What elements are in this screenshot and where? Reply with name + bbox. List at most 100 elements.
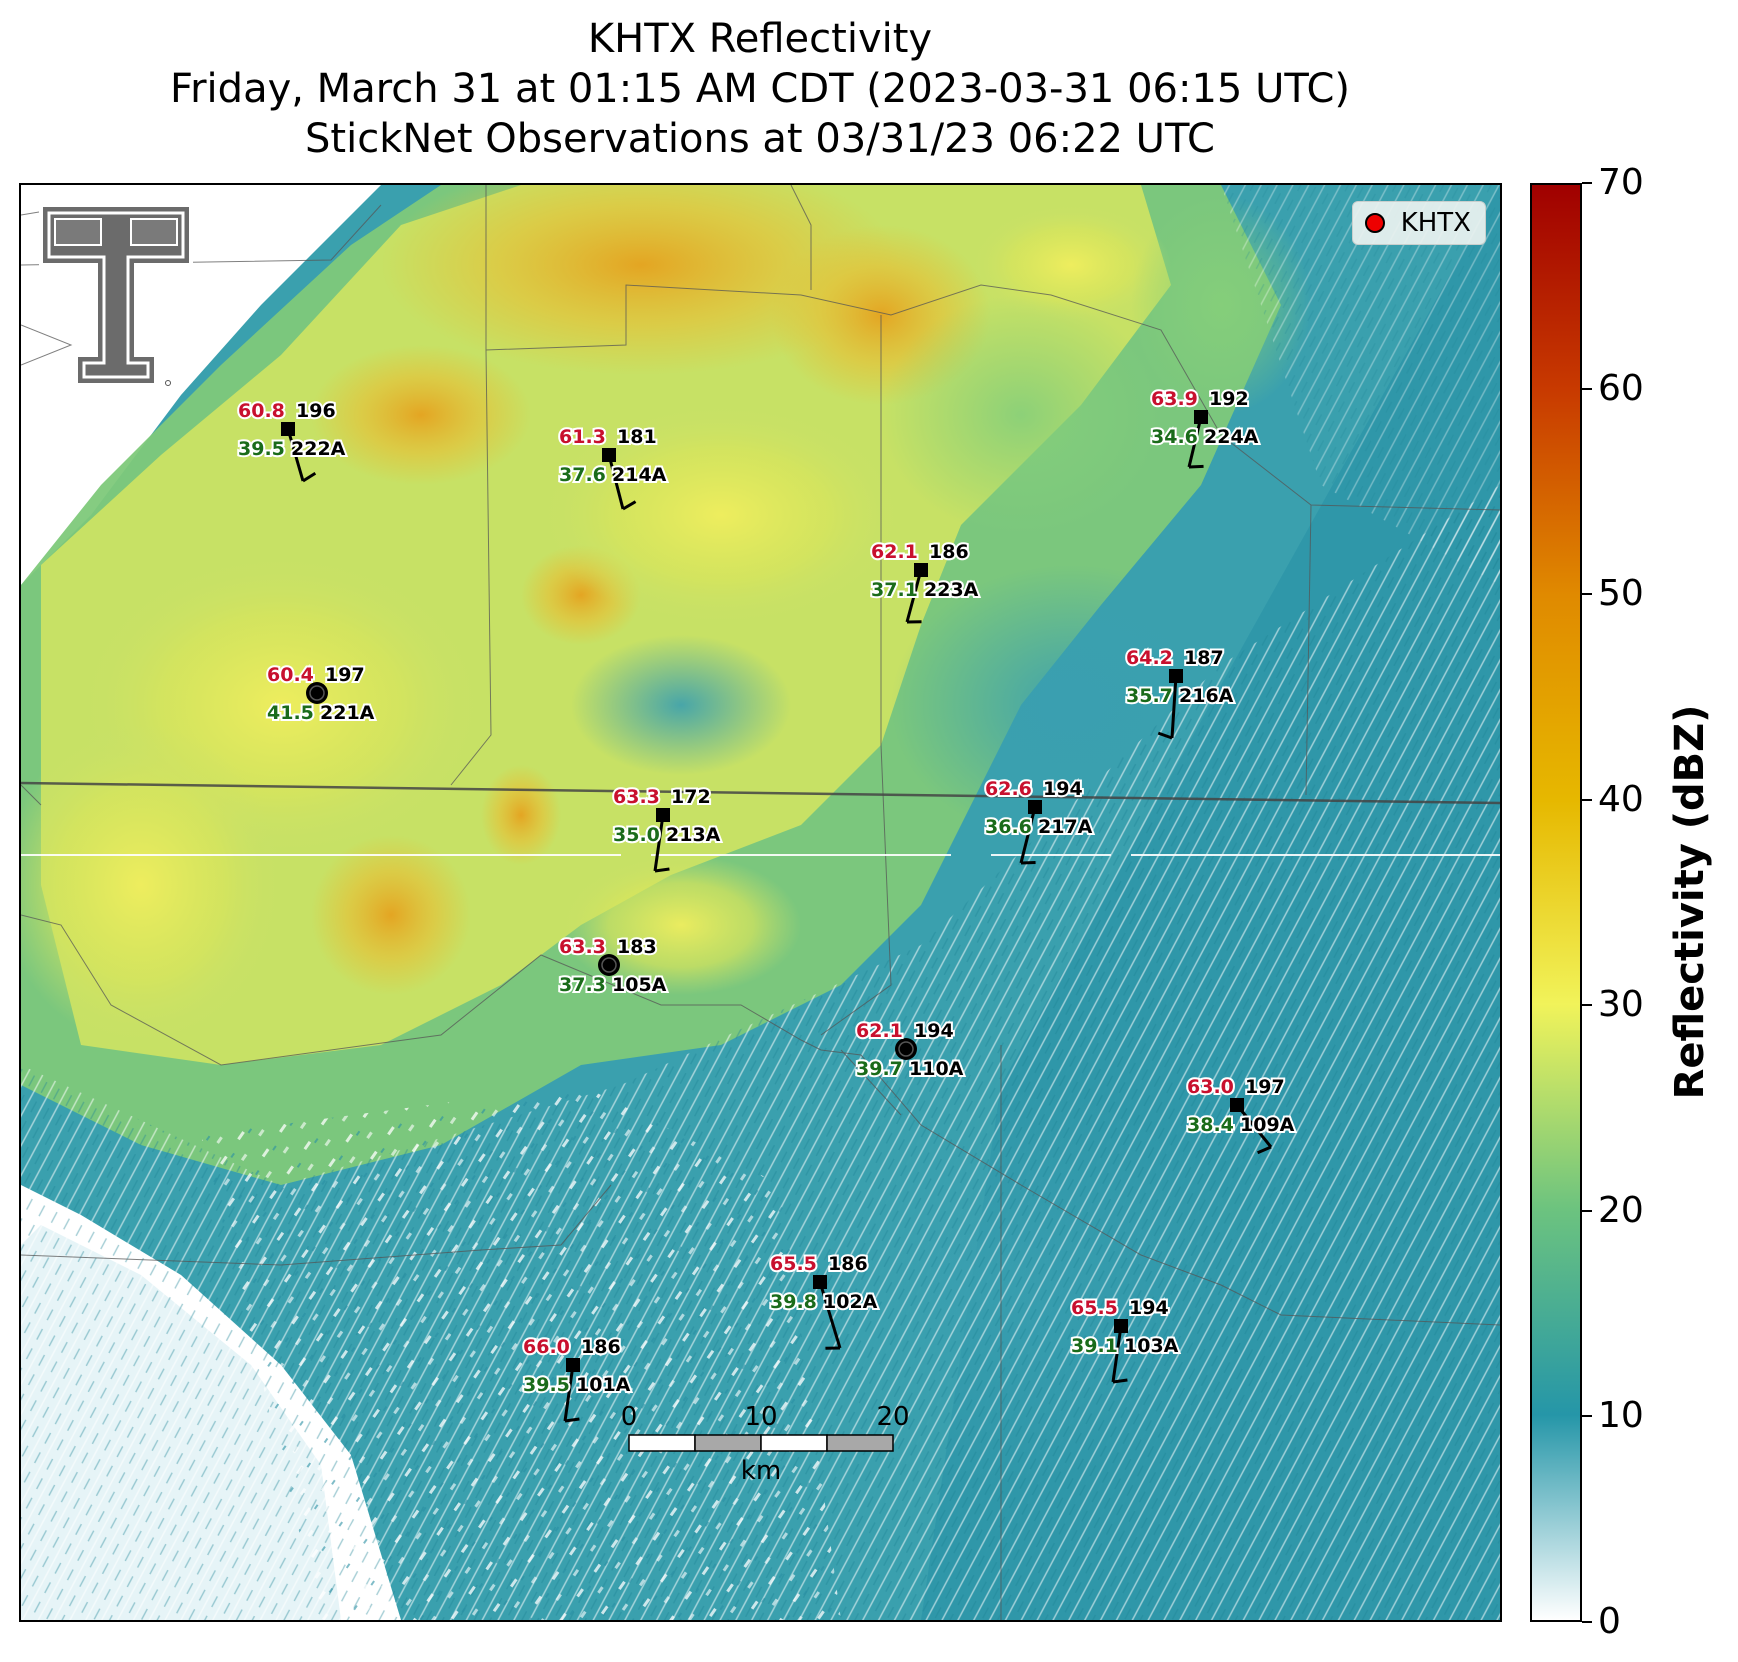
station-wind-direction: 172 [671, 786, 711, 808]
radar-map[interactable]: 0 10 20 km 60.8 196 39.5 222A 61.3 181 37.6 214… [19, 183, 1502, 1622]
calm-wind-marker [895, 1038, 917, 1060]
station-dewpoint: 39.7 [856, 1058, 903, 1080]
station-217A[interactable]: 62.6 194 36.6 217A [983, 776, 1095, 865]
station-dewpoint: 37.3 [559, 974, 606, 996]
colorbar-tick-label: 20 [1598, 1189, 1644, 1231]
title-line-2: Friday, March 31 at 01:15 AM CDT (2023-0… [170, 66, 1350, 112]
colorbar-tick-mark [1582, 798, 1592, 801]
station-223A[interactable]: 62.1 186 37.1 223A [869, 539, 981, 624]
wind-barb-flag [1112, 1378, 1128, 1384]
radar-map-canvas: 0 10 20 km 60.8 196 39.5 222A 61.3 181 37.6 214… [21, 185, 1500, 1620]
station-marker [566, 1358, 580, 1372]
colorbar-tick-label: 50 [1598, 573, 1644, 615]
station-102A[interactable]: 65.5 186 39.8 102A [768, 1251, 880, 1350]
station-wind-direction: 192 [1209, 388, 1249, 410]
legend-label: KHTX [1400, 208, 1471, 238]
station-dewpoint: 39.5 [523, 1374, 570, 1396]
station-id: 224A [1204, 426, 1259, 448]
scale-tick-20: 20 [876, 1402, 909, 1432]
colorbar-title: Reflectivity (dBZ) [1667, 704, 1713, 1100]
wind-barb-flag [622, 500, 637, 511]
colorbar-tick-mark [1582, 1209, 1592, 1212]
station-id: 213A [666, 824, 721, 846]
wind-barb-staff [1019, 806, 1037, 864]
station-id: 109A [1240, 1114, 1295, 1136]
station-dewpoint: 35.0 [613, 824, 660, 846]
station-101A[interactable]: 66.0 186 39.5 101A [521, 1334, 633, 1423]
station-temperature: 64.2 [1126, 647, 1173, 669]
station-dewpoint: 39.1 [1071, 1335, 1118, 1357]
colorbar-tick-label: 10 [1598, 1395, 1644, 1437]
station-marker [1114, 1319, 1128, 1333]
scale-tick-0: 0 [621, 1402, 638, 1432]
wind-barb-flag [654, 867, 670, 873]
station-dewpoint: 41.5 [267, 702, 314, 724]
wind-barb-flag [564, 1417, 580, 1423]
station-id: 103A [1124, 1335, 1179, 1357]
station-wind-direction: 183 [617, 936, 657, 958]
station-wind-direction: 197 [325, 664, 365, 686]
station-103A[interactable]: 65.5 194 39.1 103A [1069, 1295, 1181, 1384]
station-temperature: 65.5 [1071, 1297, 1118, 1319]
station-214A[interactable]: 61.3 181 37.6 214A [557, 424, 669, 511]
station-id: 214A [612, 464, 667, 486]
station-marker [813, 1275, 827, 1289]
station-id: 217A [1038, 816, 1093, 838]
colorbar-tick-mark [1582, 1415, 1592, 1418]
colorbar-tick-label: 70 [1598, 162, 1644, 203]
station-temperature: 63.9 [1151, 388, 1198, 410]
station-marker [1028, 800, 1042, 814]
station-marker [281, 422, 295, 436]
station-marker [602, 448, 616, 462]
station-temperature: 63.0 [1187, 1076, 1234, 1098]
title-line-1: KHTX Reflectivity [587, 16, 933, 62]
station-wind-direction: 186 [581, 1336, 621, 1358]
station-110A[interactable]: 62.1 194 39.7 110A [854, 1018, 966, 1082]
title-block: KHTX Reflectivity Friday, March 31 at 01… [20, 14, 1500, 164]
station-temperature: 63.3 [559, 936, 606, 958]
wind-barb-staff [905, 569, 923, 623]
station-dewpoint: 37.1 [871, 579, 918, 601]
wind-barb-flag [1157, 731, 1173, 740]
colorbar-tick-label: 0 [1598, 1601, 1621, 1642]
station-105A[interactable]: 63.3 183 37.3 105A [557, 934, 669, 998]
station-id: 222A [291, 438, 346, 460]
scale-unit: km [741, 1456, 781, 1486]
colorbar-tick-mark [1582, 387, 1592, 390]
stations-layer: 60.8 196 39.5 222A 61.3 181 37.6 214A 63.9 192 34.… [236, 386, 1297, 1423]
station-dewpoint: 37.6 [559, 464, 606, 486]
station-wind-direction: 194 [914, 1020, 954, 1042]
station-id: 102A [823, 1291, 878, 1313]
wind-barb-staff [818, 1281, 842, 1349]
wind-barb-staff [563, 1364, 575, 1422]
colorbar-tick-label: 30 [1598, 984, 1644, 1026]
scale-bar: 0 10 20 km [621, 1402, 910, 1486]
station-213A[interactable]: 63.3 172 35.0 213A [611, 784, 723, 873]
colorbar [1530, 183, 1582, 1622]
station-wind-direction: 186 [929, 541, 969, 563]
station-temperature: 62.6 [985, 778, 1032, 800]
station-222A[interactable]: 60.8 196 39.5 222A [236, 398, 348, 483]
station-221A[interactable]: 60.4 197 41.5 221A [265, 662, 377, 726]
station-id: 216A [1179, 685, 1234, 707]
station-109A[interactable]: 63.0 197 38.4 109A [1185, 1074, 1297, 1155]
station-dewpoint: 35.7 [1126, 685, 1173, 707]
legend: KHTX [1351, 201, 1486, 245]
wind-barb-staff [286, 428, 305, 482]
station-224A[interactable]: 63.9 192 34.6 224A [1149, 386, 1261, 469]
colorbar-tick-mark [1582, 593, 1592, 596]
station-id: 221A [320, 702, 375, 724]
station-temperature: 65.5 [770, 1253, 817, 1275]
station-wind-direction: 187 [1184, 647, 1224, 669]
calm-wind-marker [598, 954, 620, 976]
station-wind-direction: 196 [296, 400, 336, 422]
station-marker [656, 808, 670, 822]
station-id: 101A [576, 1374, 631, 1396]
station-temperature: 60.4 [267, 664, 314, 686]
station-216A[interactable]: 64.2 187 35.7 216A [1124, 645, 1236, 740]
texas-tech-logo [39, 203, 193, 387]
station-temperature: 63.3 [613, 786, 660, 808]
station-dewpoint: 38.4 [1187, 1114, 1234, 1136]
scale-tick-10: 10 [744, 1402, 777, 1432]
station-marker [1169, 669, 1183, 683]
